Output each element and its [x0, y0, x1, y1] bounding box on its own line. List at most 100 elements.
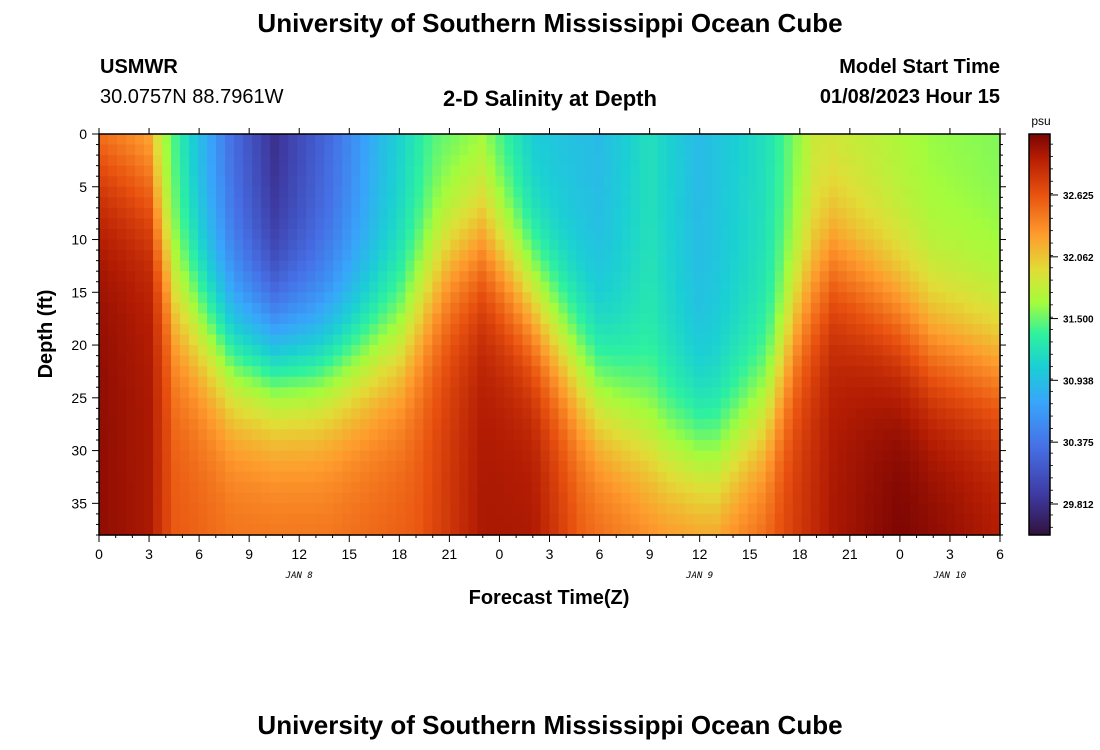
heatmap-cell — [117, 482, 127, 494]
heatmap-cell — [612, 228, 623, 241]
heatmap-cell — [864, 323, 875, 336]
heatmap-cell — [387, 524, 397, 536]
heatmap-cell — [846, 155, 857, 167]
heatmap-cell — [945, 228, 956, 241]
heatmap-cell — [378, 165, 388, 177]
heatmap-cell — [936, 302, 947, 314]
heatmap-cell — [819, 492, 830, 504]
heatmap-cell — [342, 387, 352, 399]
heatmap-cell — [441, 387, 451, 399]
heatmap-cell — [972, 366, 983, 378]
heatmap-cell — [954, 408, 965, 420]
heatmap-cell — [972, 323, 983, 336]
heatmap-cell — [576, 302, 587, 314]
heatmap-cell — [819, 440, 830, 452]
heatmap-cell — [540, 302, 551, 314]
heatmap-cell — [990, 366, 1001, 378]
heatmap-cell — [765, 345, 776, 357]
heatmap-cell — [297, 418, 307, 431]
heatmap-cell — [828, 228, 839, 241]
heatmap-cell — [630, 165, 641, 177]
heatmap-cell — [891, 302, 902, 314]
heatmap-cell — [810, 471, 821, 483]
heatmap-cell — [828, 302, 839, 314]
heatmap-cell — [108, 334, 118, 346]
heatmap-cell — [918, 387, 929, 399]
heatmap-cell — [792, 450, 803, 462]
heatmap-cell — [945, 408, 956, 420]
heatmap-cell — [180, 440, 190, 452]
heatmap-cell — [990, 302, 1001, 314]
heatmap-cell — [423, 239, 433, 251]
heatmap-cell — [495, 186, 506, 198]
heatmap-cell — [909, 250, 920, 262]
heatmap-cell — [153, 313, 163, 325]
heatmap-cell — [351, 387, 361, 399]
heatmap-cell — [306, 165, 316, 177]
heatmap-cell — [693, 461, 704, 473]
heatmap-cell — [801, 134, 812, 146]
heatmap-cell — [747, 165, 758, 177]
heatmap-cell — [360, 482, 370, 494]
heatmap-cell — [459, 186, 470, 198]
heatmap-cell — [909, 176, 920, 188]
heatmap-cell — [657, 471, 668, 483]
heatmap-cell — [360, 207, 370, 220]
heatmap-cell — [315, 355, 325, 367]
heatmap-cell — [792, 144, 803, 156]
heatmap-cell — [252, 397, 262, 409]
heatmap-cell — [837, 471, 848, 483]
heatmap-cell — [279, 450, 289, 462]
heatmap-cell — [315, 524, 325, 536]
heatmap-cell — [846, 144, 857, 156]
heatmap-cell — [846, 450, 857, 462]
heatmap-cell — [711, 281, 722, 293]
heatmap-cell — [666, 302, 677, 314]
heatmap-cell — [225, 387, 235, 399]
heatmap-cell — [702, 239, 713, 251]
heatmap-cell — [297, 144, 307, 156]
heatmap-cell — [639, 207, 650, 220]
heatmap-cell — [855, 334, 866, 346]
heatmap-cell — [747, 513, 758, 526]
heatmap-cell — [657, 418, 668, 431]
heatmap-cell — [234, 408, 244, 420]
heatmap-cell — [297, 450, 307, 462]
heatmap-cell — [639, 239, 650, 251]
heatmap-cell — [675, 408, 686, 420]
heatmap-cell — [279, 302, 289, 314]
heatmap-cell — [423, 482, 433, 494]
heatmap-cell — [108, 271, 118, 283]
heatmap-cell — [414, 271, 424, 283]
heatmap-cell — [747, 376, 758, 388]
heatmap-cell — [180, 450, 190, 462]
heatmap-cell — [909, 155, 920, 167]
heatmap-cell — [297, 387, 307, 399]
heatmap-cell — [918, 134, 929, 146]
heatmap-cell — [630, 281, 641, 293]
heatmap-cell — [738, 408, 749, 420]
heatmap-cell — [252, 144, 262, 156]
heatmap-cell — [396, 366, 406, 378]
heatmap-cell — [612, 186, 623, 198]
heatmap-cell — [504, 492, 515, 504]
heatmap-cell — [801, 440, 812, 452]
heatmap-cell — [405, 524, 415, 536]
heatmap-cell — [252, 207, 262, 220]
x-axis-label: Forecast Time(Z) — [469, 587, 630, 609]
heatmap-cell — [261, 250, 271, 262]
heatmap-cell — [153, 271, 163, 283]
heatmap-cell — [99, 165, 109, 177]
heatmap-cell — [990, 450, 1001, 462]
heatmap-cell — [450, 250, 460, 262]
heatmap-cell — [144, 513, 154, 526]
heatmap-cell — [297, 471, 307, 483]
heatmap-cell — [837, 524, 848, 536]
heatmap-cell — [630, 302, 641, 314]
heatmap-cell — [531, 313, 542, 325]
heatmap-cell — [963, 292, 974, 304]
heatmap-cell — [270, 218, 280, 230]
heatmap-cell — [234, 271, 244, 283]
heatmap-cell — [702, 482, 713, 494]
heatmap-cell — [396, 144, 406, 156]
